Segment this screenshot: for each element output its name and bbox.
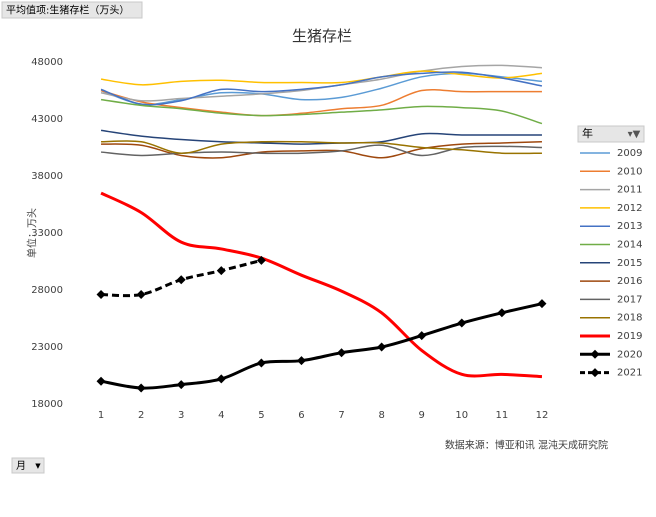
series-line — [100, 70, 543, 86]
y-tick-label: 33000 — [31, 228, 63, 239]
data-point — [377, 342, 387, 352]
legend-label: 2016 — [617, 276, 642, 287]
x-tick-label: 11 — [496, 410, 509, 421]
x-tick-label: 9 — [419, 410, 425, 421]
legend-label: 2011 — [617, 185, 642, 196]
dropdown-icon[interactable]: ▼ — [35, 462, 41, 470]
x-tick-label: 8 — [378, 410, 384, 421]
legend-label: 2013 — [617, 221, 642, 232]
chart-title: 生猪存栏 — [292, 27, 352, 45]
data-point — [96, 376, 106, 386]
series-line — [100, 72, 543, 106]
x-field-label[interactable]: 月 — [16, 460, 26, 472]
pivot-label[interactable]: 平均值项:生猪存栏（万头） — [6, 4, 129, 17]
legend-filter-button[interactable] — [577, 125, 645, 143]
y-tick-label: 23000 — [31, 342, 63, 353]
legend-title[interactable]: 年 — [582, 126, 593, 140]
legend-label: 2015 — [617, 258, 642, 269]
filter-icon[interactable]: ▾▼ — [628, 129, 641, 140]
x-tick-label: 1 — [98, 410, 104, 421]
data-point — [497, 308, 507, 318]
series-line — [100, 191, 543, 379]
data-point — [337, 348, 347, 358]
x-tick-label: 7 — [338, 410, 344, 421]
legend-marker — [590, 349, 600, 359]
legend-label: 2009 — [617, 148, 642, 159]
series-line — [100, 71, 543, 106]
x-tick-label: 6 — [298, 410, 304, 421]
x-tick-label: 4 — [218, 410, 224, 421]
x-tick-label: 10 — [455, 410, 468, 421]
x-tick-label: 5 — [258, 410, 264, 421]
x-tick-label: 3 — [178, 410, 184, 421]
series-line — [100, 129, 542, 145]
data-point — [216, 266, 226, 276]
series-line — [100, 98, 543, 125]
y-tick-label: 43000 — [31, 114, 63, 125]
data-point — [457, 318, 467, 328]
legend-marker — [590, 368, 600, 378]
source-note: 数据来源：博亚和讯 混沌天成研究院 — [445, 439, 608, 452]
y-tick-label: 28000 — [31, 285, 63, 296]
data-point — [256, 358, 266, 368]
x-tick-label: 2 — [138, 410, 144, 421]
x-tick-label: 12 — [536, 410, 549, 421]
legend-label: 2012 — [617, 203, 642, 214]
legend-label: 2019 — [617, 331, 642, 342]
legend-label: 2021 — [617, 368, 642, 379]
data-point — [417, 331, 427, 341]
y-tick-label: 48000 — [31, 57, 63, 68]
data-point — [96, 290, 106, 300]
legend-label: 2020 — [617, 349, 642, 360]
data-point — [176, 275, 186, 285]
legend-label: 2010 — [617, 166, 642, 177]
data-point — [136, 383, 146, 393]
data-point — [216, 374, 226, 384]
data-point — [176, 380, 186, 390]
y-tick-label: 38000 — [31, 171, 63, 182]
data-point — [256, 255, 266, 265]
y-axis-label: 单位：万头 — [26, 208, 39, 258]
legend-label: 2017 — [617, 294, 642, 305]
legend-label: 2014 — [617, 240, 642, 251]
series-line — [101, 141, 542, 159]
data-point — [136, 290, 146, 300]
series-line — [100, 88, 542, 117]
y-tick-label: 18000 — [31, 399, 63, 410]
data-point — [296, 356, 306, 366]
x-field-button[interactable] — [11, 457, 45, 474]
legend-label: 2018 — [617, 313, 642, 324]
series-line — [101, 140, 542, 155]
data-point — [537, 299, 547, 309]
pivot-field-button[interactable] — [1, 1, 143, 19]
